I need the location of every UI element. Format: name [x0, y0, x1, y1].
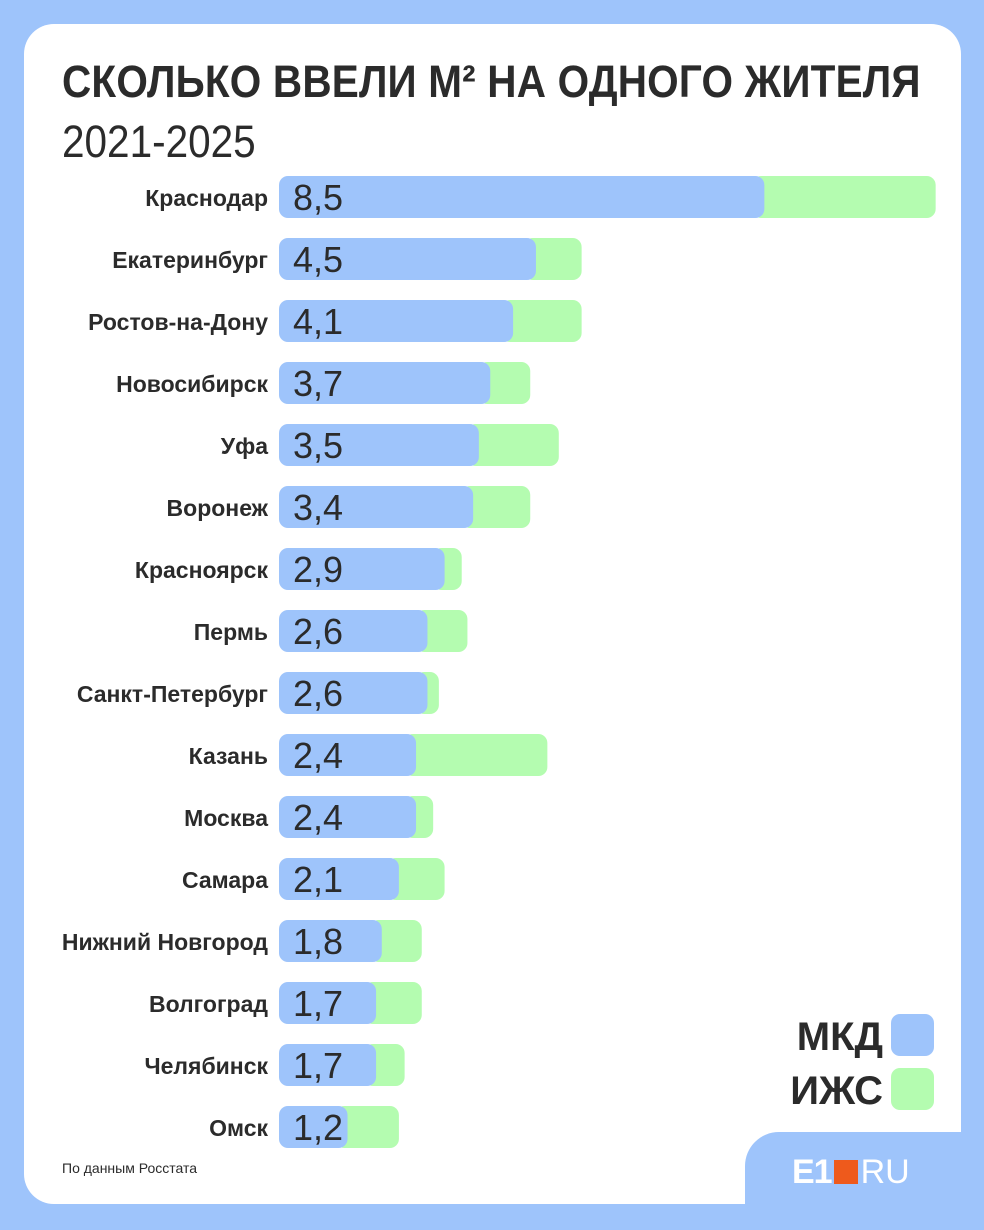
category-label-8: Санкт-Петербург — [77, 681, 268, 707]
value-label-5: 3,4 — [293, 487, 343, 528]
bar-mkd-13 — [279, 982, 377, 1024]
category-label-13: Волгоград — [149, 991, 268, 1017]
legend-swatch-0 — [891, 1014, 934, 1056]
value-label-4: 3,5 — [293, 425, 343, 466]
chart-subtitle: 2021-2025 — [62, 116, 256, 167]
bar-izhs-15 — [335, 1106, 399, 1148]
bar-mkd-6 — [279, 548, 445, 590]
category-label-4: Уфа — [221, 433, 268, 459]
bar-izhs-11 — [386, 858, 445, 900]
bar-mkd-14 — [279, 1044, 377, 1086]
value-label-14: 1,7 — [293, 1045, 343, 1086]
logo-square-icon — [833, 1160, 858, 1184]
bar-izhs-5 — [461, 486, 531, 528]
value-label-15: 1,2 — [293, 1107, 343, 1148]
bar-izhs-9 — [404, 734, 548, 776]
legend-swatch-1 — [891, 1068, 934, 1110]
category-label-10: Москва — [184, 805, 268, 831]
bar-mkd-12 — [279, 920, 382, 962]
value-label-8: 2,6 — [293, 673, 343, 714]
category-label-11: Самара — [182, 867, 268, 893]
value-label-0: 8,5 — [293, 177, 343, 218]
bar-mkd-8 — [279, 672, 428, 714]
source-note: По данным Росстата — [62, 1160, 198, 1176]
bar-izhs-3 — [478, 362, 531, 404]
value-label-9: 2,4 — [293, 735, 343, 776]
bar-mkd-3 — [279, 362, 491, 404]
bar-izhs-2 — [501, 300, 582, 342]
category-label-7: Пермь — [194, 619, 268, 645]
value-label-7: 2,6 — [293, 611, 343, 652]
value-label-10: 2,4 — [293, 797, 343, 838]
value-label-1: 4,5 — [293, 239, 343, 280]
bar-mkd-10 — [279, 796, 417, 838]
chart-card — [24, 24, 961, 1204]
bar-izhs-13 — [364, 982, 422, 1024]
category-label-3: Новосибирск — [116, 371, 268, 397]
category-label-14: Челябинск — [144, 1053, 268, 1079]
bar-izhs-0 — [752, 176, 936, 218]
category-label-2: Ростов-на-Дону — [88, 309, 268, 335]
logo-main-text: E1 — [792, 1152, 833, 1191]
logo-tab — [745, 1132, 984, 1230]
value-label-2: 4,1 — [293, 301, 343, 342]
category-label-6: Красноярск — [135, 557, 269, 583]
category-label-9: Казань — [189, 743, 268, 769]
bar-mkd-1 — [279, 238, 536, 280]
legend-label-1: ИЖС — [790, 1069, 883, 1113]
category-label-15: Омск — [209, 1115, 268, 1141]
value-label-13: 1,7 — [293, 983, 343, 1024]
bar-mkd-4 — [279, 424, 479, 466]
bar-izhs-7 — [415, 610, 468, 652]
bar-izhs-1 — [523, 238, 582, 280]
bar-mkd-7 — [279, 610, 428, 652]
bar-mkd-5 — [279, 486, 474, 528]
bar-mkd-2 — [279, 300, 514, 342]
category-label-1: Екатеринбург — [112, 247, 268, 273]
category-label-5: Воронеж — [167, 495, 269, 521]
e1-logo[interactable]: E1 RU — [792, 1152, 910, 1192]
bar-mkd-15 — [279, 1106, 348, 1148]
bar-izhs-12 — [369, 920, 422, 962]
logo-suffix-text: RU — [860, 1152, 910, 1191]
bar-mkd-11 — [279, 858, 399, 900]
bar-izhs-4 — [466, 424, 559, 466]
bar-mkd-9 — [279, 734, 417, 776]
chart-title: СКОЛЬКО ВВЕЛИ М² НА ОДНОГО ЖИТЕЛЯ — [62, 56, 921, 107]
category-label-12: Нижний Новгород — [62, 929, 269, 955]
value-label-12: 1,8 — [293, 921, 343, 962]
legend-label-0: МКД — [797, 1015, 883, 1059]
value-label-3: 3,7 — [293, 363, 343, 404]
category-label-0: Краснодар — [145, 185, 268, 211]
value-label-6: 2,9 — [293, 549, 343, 590]
bar-mkd-0 — [279, 176, 765, 218]
value-label-11: 2,1 — [293, 859, 343, 900]
